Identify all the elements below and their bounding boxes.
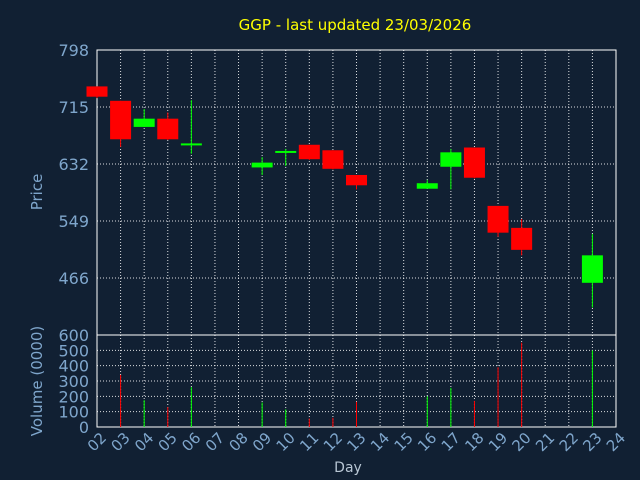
price-tick-label: 798 bbox=[58, 41, 89, 60]
day-tick-label: 05 bbox=[155, 429, 181, 455]
volume-tick-label: 500 bbox=[58, 341, 89, 360]
day-tick-label: 16 bbox=[414, 429, 440, 455]
volume-tick-label: 300 bbox=[58, 372, 89, 391]
day-tick-label: 24 bbox=[603, 429, 629, 455]
day-tick-label: 03 bbox=[107, 429, 133, 455]
candle-body bbox=[322, 150, 344, 169]
volume-tick-label: 400 bbox=[58, 357, 89, 376]
candle-body bbox=[416, 183, 438, 189]
day-tick-label: 23 bbox=[579, 429, 605, 455]
candle-body bbox=[298, 144, 320, 160]
day-tick-labels: 0203040506070809101112131415161718192021… bbox=[84, 429, 629, 455]
day-tick-label: 15 bbox=[391, 429, 417, 455]
candle-body bbox=[440, 152, 462, 167]
candle-body bbox=[133, 118, 155, 127]
day-tick-label: 07 bbox=[202, 429, 228, 455]
candle-body bbox=[157, 118, 179, 140]
day-tick-label: 06 bbox=[178, 429, 204, 455]
candles-group bbox=[86, 86, 603, 308]
day-tick-label: 20 bbox=[509, 429, 535, 455]
day-tick-label: 14 bbox=[367, 429, 393, 455]
day-tick-label: 11 bbox=[296, 429, 322, 455]
candle-body bbox=[581, 255, 603, 283]
price-tick-label: 632 bbox=[58, 155, 89, 174]
grid-lines bbox=[97, 49, 616, 427]
volume-tick-label: 600 bbox=[58, 326, 89, 345]
candle-body bbox=[346, 174, 367, 186]
candle-body bbox=[86, 86, 108, 97]
volume-tick-label: 100 bbox=[58, 403, 89, 422]
day-tick-label: 22 bbox=[556, 429, 582, 455]
chart-title: GGP - last updated 23/03/2026 bbox=[239, 16, 472, 34]
day-tick-label: 12 bbox=[320, 429, 346, 455]
candle-body bbox=[180, 143, 202, 146]
price-tick-label: 715 bbox=[58, 98, 89, 117]
day-tick-label: 19 bbox=[485, 429, 511, 455]
day-tick-label: 17 bbox=[438, 429, 464, 455]
day-tick-label: 18 bbox=[461, 429, 487, 455]
day-tick-label: 09 bbox=[249, 429, 275, 455]
volume-tick-label: 0 bbox=[79, 418, 89, 437]
candle-body bbox=[251, 162, 273, 168]
volume-axis-label: Volume (0000) bbox=[28, 326, 46, 436]
price-axis-label: Price bbox=[28, 174, 46, 211]
price-tick-label: 549 bbox=[58, 212, 89, 231]
candle-body bbox=[511, 227, 533, 250]
volume-tick-label: 200 bbox=[58, 387, 89, 406]
day-tick-label: 04 bbox=[131, 429, 157, 455]
day-tick-label: 08 bbox=[225, 429, 251, 455]
price-tick-label: 466 bbox=[58, 269, 89, 288]
x-axis-label: Day bbox=[334, 460, 362, 476]
candle-body bbox=[275, 150, 297, 153]
candle-body bbox=[463, 147, 485, 178]
day-tick-label: 10 bbox=[273, 429, 299, 455]
volume-bars-group bbox=[120, 342, 593, 427]
price-tick-labels: 798 715 632 549 466 bbox=[58, 41, 89, 288]
candle-body bbox=[487, 205, 509, 233]
day-tick-label: 13 bbox=[343, 429, 369, 455]
day-tick-label: 21 bbox=[532, 429, 558, 455]
candle-body bbox=[110, 100, 132, 140]
